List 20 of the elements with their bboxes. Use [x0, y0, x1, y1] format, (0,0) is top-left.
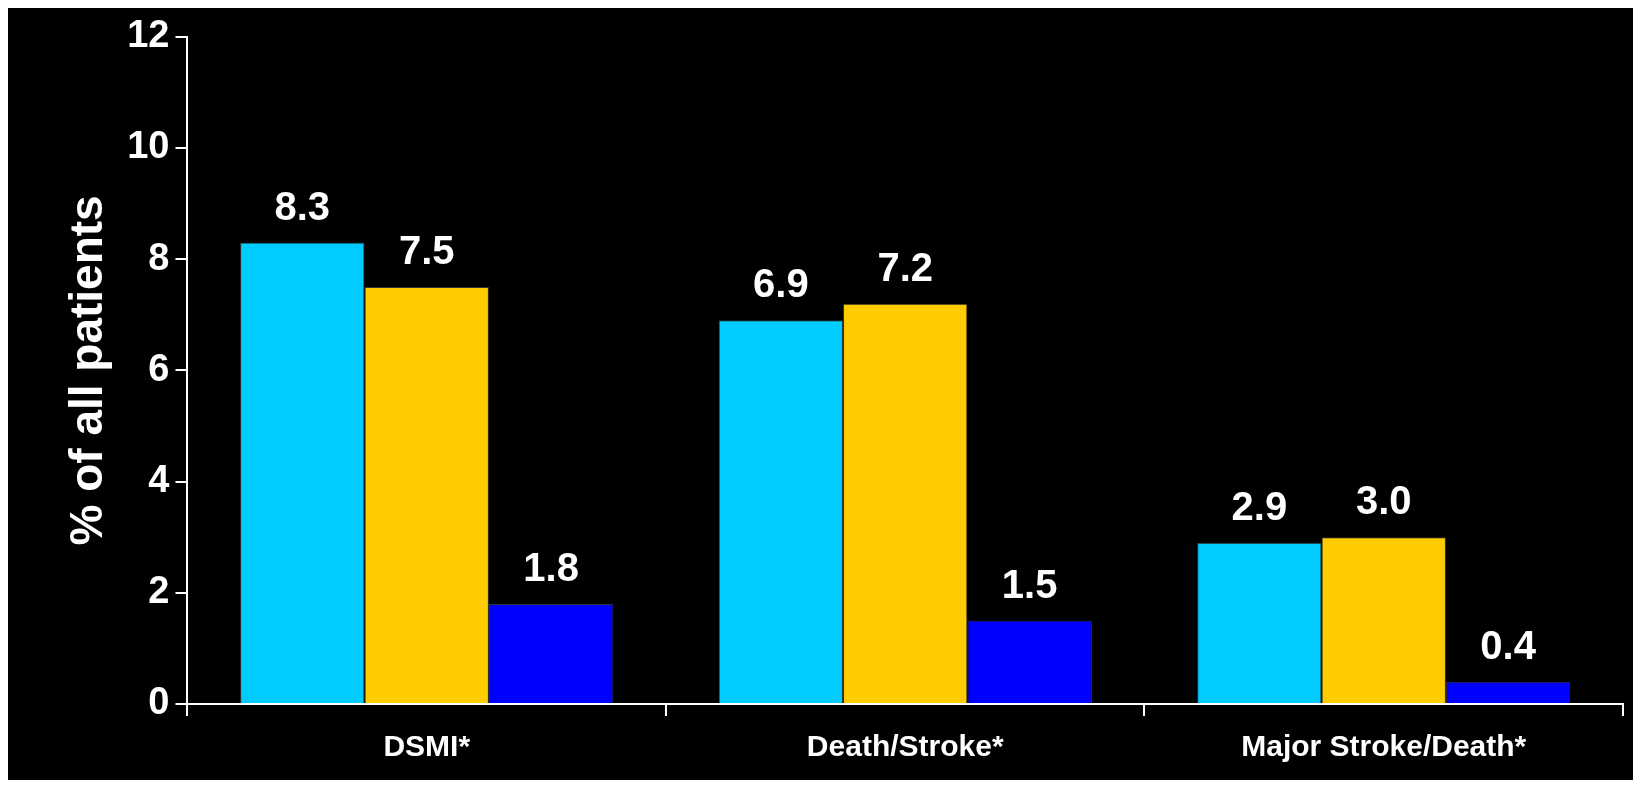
y-tick-label: 8 [148, 235, 170, 278]
data-label: 1.8 [523, 544, 579, 589]
data-label: 8.3 [274, 183, 331, 228]
y-tick-label: 6 [148, 346, 170, 389]
y-tick-label: 0 [148, 680, 170, 723]
y-tick-label: 4 [148, 458, 170, 501]
y-axis-title: % of all patients [60, 195, 113, 546]
x-tick-label: DSMI* [383, 729, 471, 763]
data-label: 7.2 [877, 244, 934, 289]
x-tick-label: Major Stroke/Death* [1241, 729, 1527, 763]
data-label: 7.5 [398, 228, 455, 273]
data-label: 0.4 [1480, 622, 1537, 667]
y-tick-label: 10 [127, 124, 170, 167]
y-tick-label: 2 [148, 569, 170, 612]
x-tick-label: Death/Stroke* [806, 729, 1004, 763]
data-label: 2.9 [1231, 483, 1288, 528]
data-label: 6.9 [753, 261, 809, 306]
y-tick-label: 12 [127, 13, 170, 56]
data-label: 3.0 [1355, 478, 1412, 523]
data-label: 1.5 [1001, 561, 1058, 606]
